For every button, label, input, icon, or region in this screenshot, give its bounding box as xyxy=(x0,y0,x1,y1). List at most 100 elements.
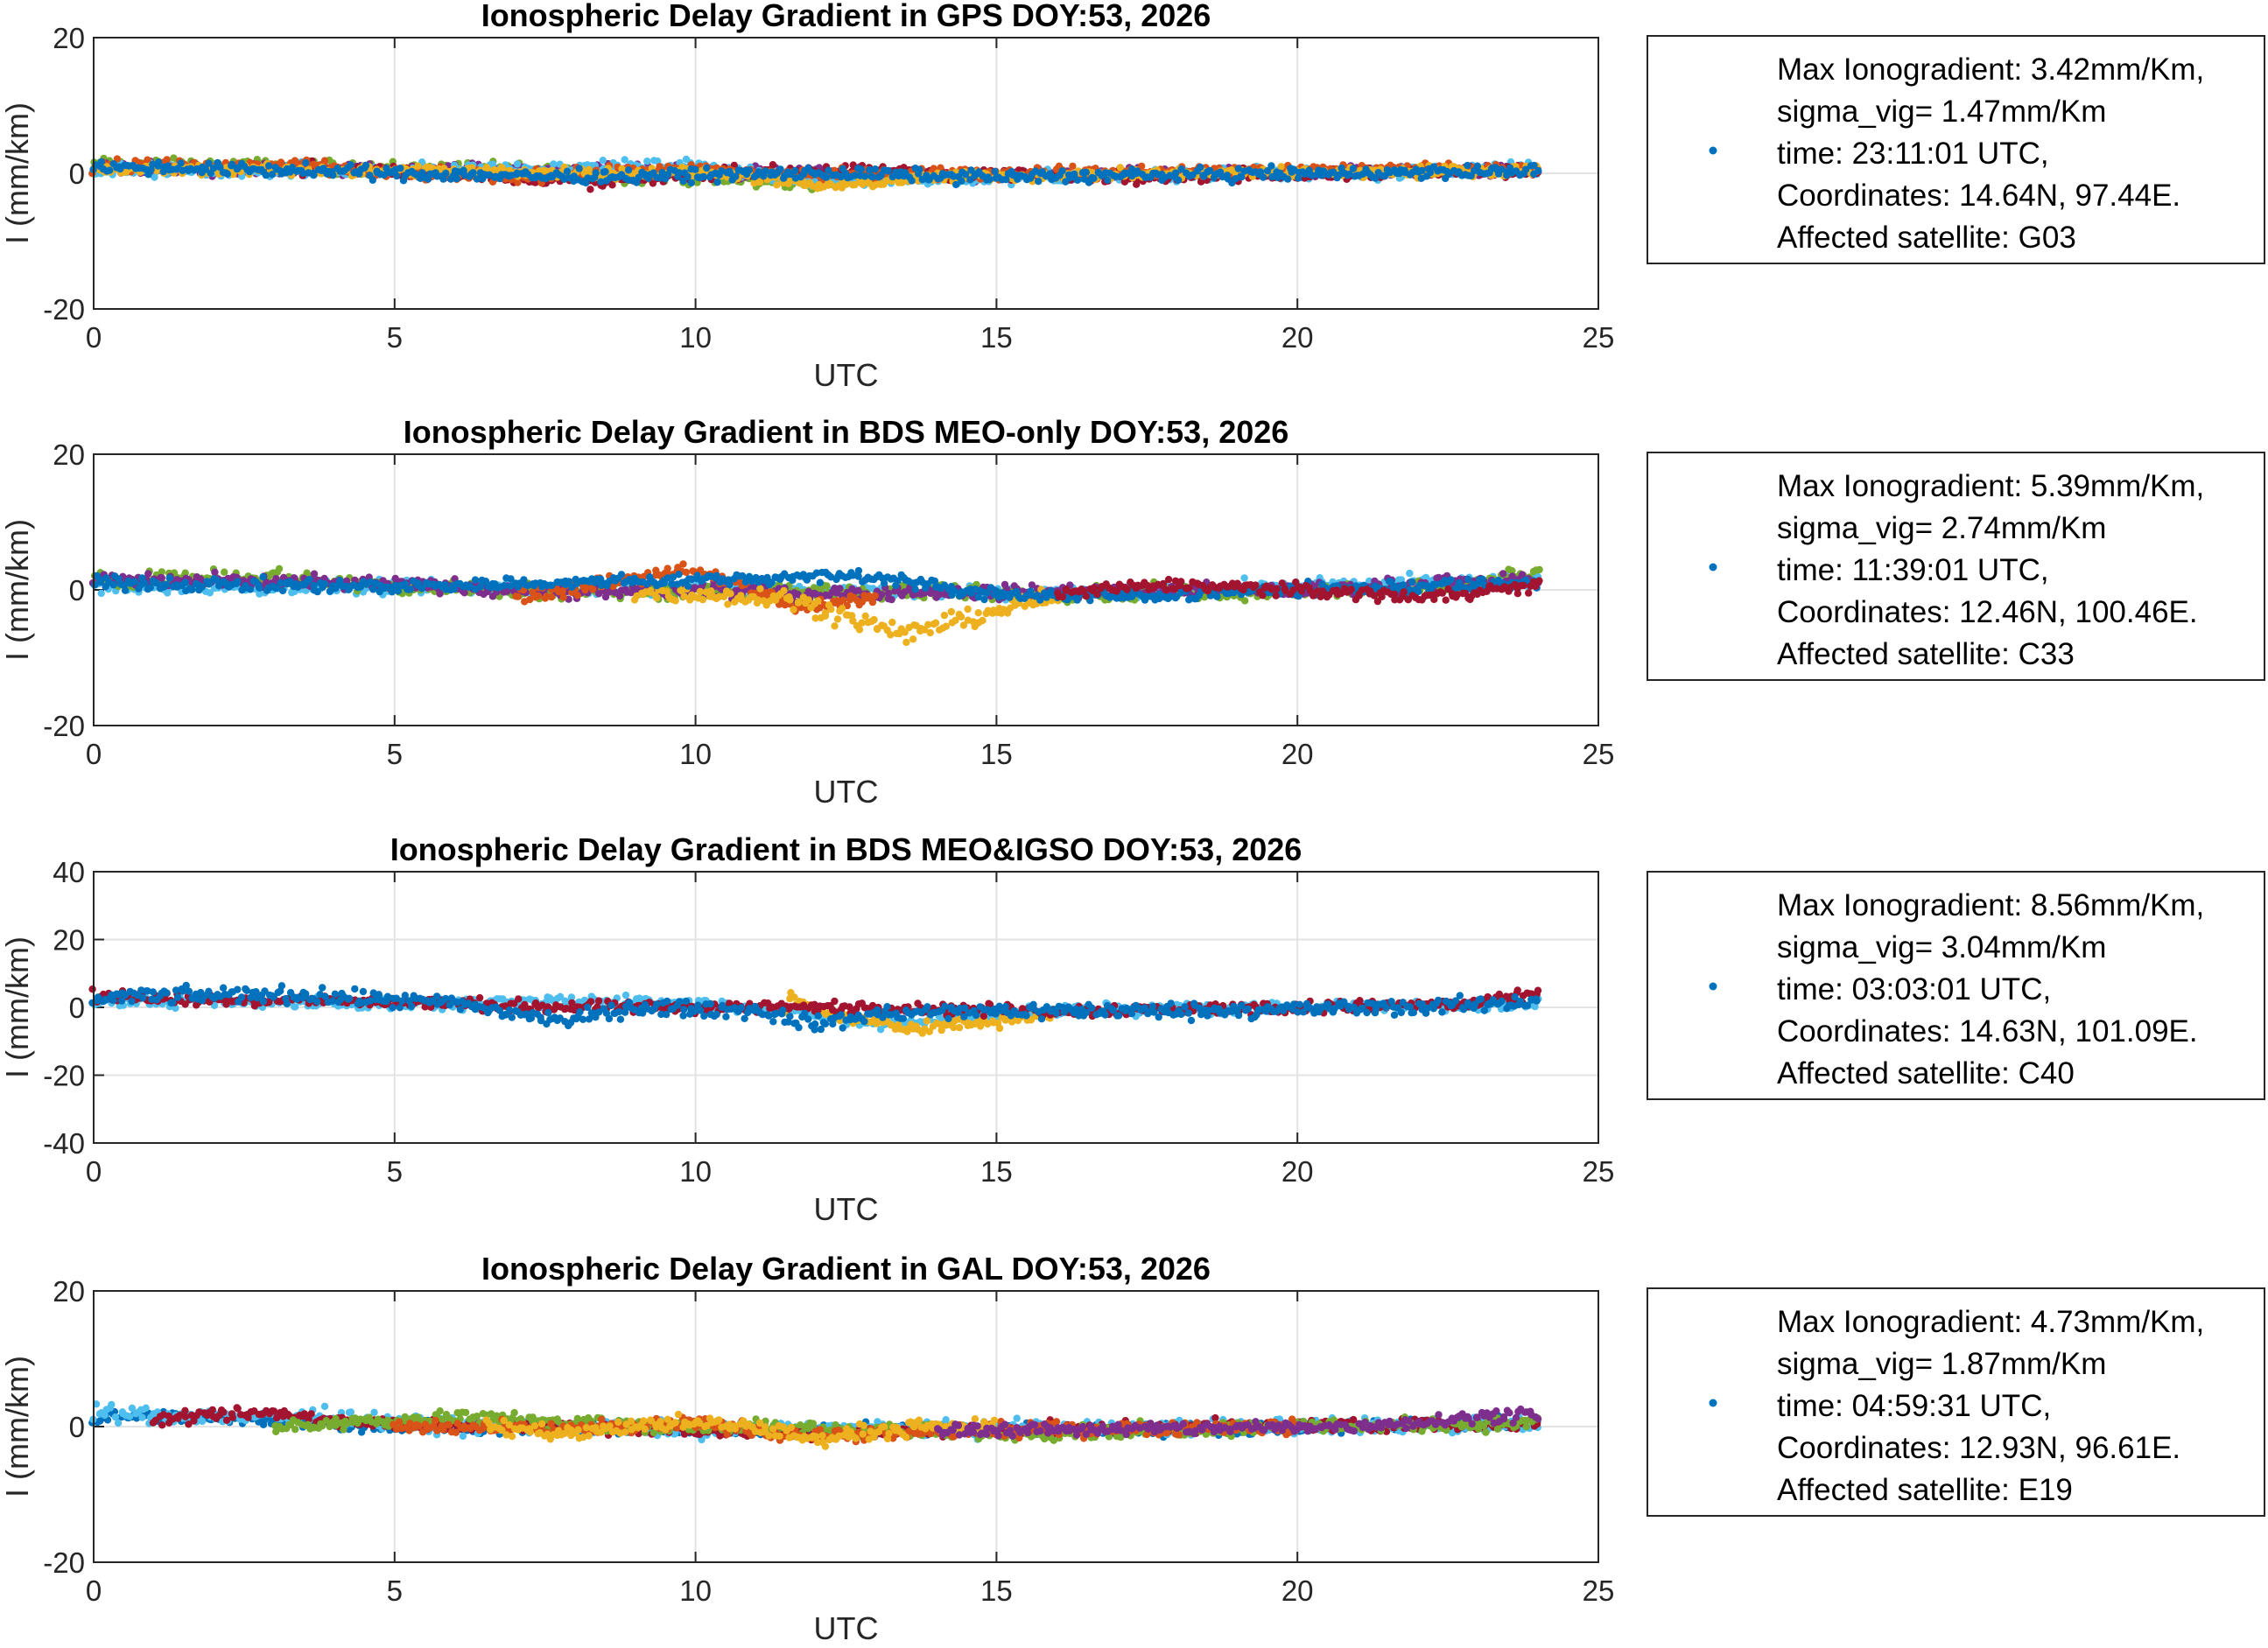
chart-title: Ionospheric Delay Gradient in GPS DOY:53… xyxy=(481,0,1211,33)
data-point xyxy=(1241,597,1249,605)
data-point xyxy=(1260,173,1267,181)
data-point xyxy=(310,570,319,578)
data-point xyxy=(223,170,232,178)
data-point xyxy=(1349,165,1358,172)
data-point xyxy=(1058,167,1066,175)
y-tick-label: -20 xyxy=(43,710,85,742)
x-tick-label: 5 xyxy=(387,738,403,770)
data-point xyxy=(1197,163,1204,172)
x-tick-label: 20 xyxy=(1281,738,1314,770)
data-point xyxy=(776,165,784,173)
y-axis-label: I (mm/km) xyxy=(0,102,35,244)
data-point xyxy=(860,172,869,180)
data-point xyxy=(822,173,831,181)
data-point xyxy=(868,173,876,181)
data-point xyxy=(601,168,609,176)
data-point xyxy=(158,574,165,582)
data-point xyxy=(302,158,310,167)
data-point xyxy=(703,164,711,172)
data-point xyxy=(1418,166,1426,175)
legend-text-line: Coordinates: 14.64N, 97.44E. xyxy=(1777,179,2180,213)
data-point xyxy=(144,156,151,164)
x-tick-label: 0 xyxy=(86,321,102,354)
data-point xyxy=(756,178,764,186)
data-point xyxy=(769,161,777,169)
y-tick-label: 0 xyxy=(69,574,85,607)
data-point xyxy=(151,173,158,181)
data-point xyxy=(177,159,185,167)
data-point xyxy=(275,565,284,572)
y-tick-label: -20 xyxy=(43,293,85,326)
data-point xyxy=(857,165,865,173)
data-point xyxy=(1473,162,1482,170)
data-point xyxy=(687,179,695,187)
y-tick-label: 20 xyxy=(53,438,85,471)
data-point xyxy=(550,160,558,168)
x-tick-label: 25 xyxy=(1583,321,1615,354)
data-point xyxy=(1104,176,1112,184)
data-point xyxy=(878,591,886,599)
data-point xyxy=(643,158,651,165)
legend-text-line: time: 23:11:01 UTC, xyxy=(1777,137,2049,171)
data-point xyxy=(684,172,692,180)
data-point xyxy=(1240,574,1248,582)
data-point xyxy=(453,174,460,183)
data-point xyxy=(442,169,450,178)
data-point xyxy=(1073,176,1082,184)
x-axis-label: UTC xyxy=(814,357,879,393)
data-point xyxy=(1035,178,1043,186)
data-point xyxy=(1535,565,1543,574)
data-point xyxy=(414,162,422,170)
data-point xyxy=(621,156,628,164)
data-point xyxy=(986,175,994,184)
data-point xyxy=(436,590,444,598)
x-tick-label: 20 xyxy=(1281,321,1314,354)
data-point xyxy=(514,179,522,186)
data-point xyxy=(221,568,228,576)
data-point xyxy=(699,172,707,181)
x-tick-label: 10 xyxy=(679,321,712,354)
data-point xyxy=(1175,176,1183,184)
data-point xyxy=(563,167,572,175)
data-point xyxy=(1069,162,1077,171)
data-point xyxy=(1267,162,1275,170)
x-tick-label: 10 xyxy=(679,738,712,770)
legend: Max Ionogradient: 3.42mm/Km,sigma_vig= 1… xyxy=(1647,35,2265,264)
data-point xyxy=(599,157,607,165)
data-point xyxy=(97,589,105,598)
data-point xyxy=(106,166,114,174)
data-point xyxy=(362,161,370,170)
data-point xyxy=(262,171,270,179)
data-point xyxy=(859,180,867,188)
legend-marker xyxy=(1709,146,1717,155)
data-point xyxy=(320,157,329,165)
data-point xyxy=(888,595,895,604)
x-tick-label: 25 xyxy=(1583,738,1615,770)
data-point xyxy=(163,156,171,164)
x-tick-label: 15 xyxy=(980,738,1013,770)
data-point xyxy=(836,585,844,593)
data-point xyxy=(211,568,219,576)
data-point xyxy=(1138,162,1146,171)
legend-text-line: sigma_vig= 1.47mm/Km xyxy=(1777,95,2106,129)
data-point xyxy=(369,176,376,184)
data-point xyxy=(1284,175,1292,183)
x-tick-label: 5 xyxy=(387,321,403,354)
data-point xyxy=(144,570,152,578)
legend-text-line: Affected satellite: G03 xyxy=(1777,221,2076,255)
data-point xyxy=(347,161,355,169)
data-point xyxy=(586,186,594,193)
scatter-points xyxy=(88,154,1542,193)
data-point xyxy=(469,169,477,177)
data-point xyxy=(1534,166,1542,175)
data-point xyxy=(871,165,880,173)
data-point xyxy=(393,172,401,180)
data-point xyxy=(592,169,600,177)
data-point xyxy=(1464,161,1471,170)
data-point xyxy=(97,158,106,166)
data-point xyxy=(624,166,633,174)
y-tick-label: 0 xyxy=(69,158,85,190)
